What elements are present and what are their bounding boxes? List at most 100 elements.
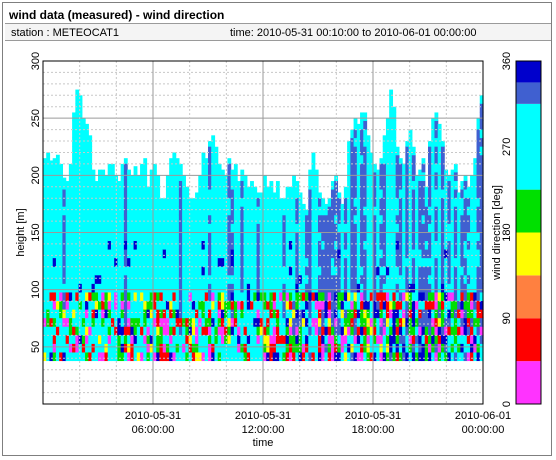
data-cell xyxy=(411,343,416,353)
data-cell xyxy=(305,240,309,250)
data-cell xyxy=(110,180,115,190)
data-cell xyxy=(46,291,51,302)
data-cell xyxy=(133,240,138,250)
data-cell xyxy=(78,129,83,139)
data-cell xyxy=(408,129,413,139)
data-cell xyxy=(55,343,60,353)
data-cell xyxy=(285,197,290,207)
data-cell xyxy=(153,309,157,319)
data-cell xyxy=(146,283,151,293)
data-cell xyxy=(437,283,442,293)
data-cell xyxy=(269,334,274,344)
data-cell xyxy=(191,223,196,233)
data-cell xyxy=(217,206,222,216)
data-cell xyxy=(373,231,377,242)
data-cell xyxy=(385,223,390,233)
data-cell xyxy=(140,231,144,242)
data-cell xyxy=(185,240,190,250)
data-cell xyxy=(43,343,47,353)
data-cell xyxy=(98,197,102,207)
data-cell xyxy=(146,197,151,207)
data-cell xyxy=(120,291,125,302)
data-cell xyxy=(314,171,319,181)
data-cell xyxy=(453,317,458,327)
data-cell xyxy=(68,214,73,224)
data-cell xyxy=(185,249,190,259)
data-cell xyxy=(211,189,216,199)
data-cell xyxy=(175,171,180,181)
data-cell xyxy=(392,214,397,224)
data-cell xyxy=(49,309,54,319)
data-cell xyxy=(101,343,106,353)
data-cell xyxy=(88,257,93,267)
data-cell xyxy=(385,146,390,156)
data-cell xyxy=(240,283,245,293)
data-cell xyxy=(353,317,358,327)
data-cell xyxy=(162,240,167,250)
data-cell xyxy=(146,351,151,362)
data-cell xyxy=(379,197,384,207)
data-cell xyxy=(149,317,154,327)
data-cell xyxy=(62,334,67,344)
data-cell xyxy=(246,206,251,216)
data-cell xyxy=(98,300,102,310)
data-cell xyxy=(437,223,442,233)
data-cell xyxy=(288,317,293,327)
data-cell xyxy=(127,334,131,344)
data-cell xyxy=(140,283,144,293)
data-cell xyxy=(311,274,316,284)
data-cell xyxy=(104,214,109,224)
data-cell xyxy=(269,214,274,224)
data-cell xyxy=(479,163,484,173)
data-cell xyxy=(398,206,403,216)
data-cell xyxy=(175,223,180,233)
data-cell xyxy=(59,317,64,327)
data-cell xyxy=(421,206,426,216)
data-cell xyxy=(217,197,222,207)
data-cell xyxy=(182,334,186,344)
data-cell xyxy=(292,309,296,319)
data-cell xyxy=(253,291,258,302)
data-cell xyxy=(330,223,335,233)
data-cell xyxy=(110,351,115,362)
data-cell xyxy=(208,197,212,207)
data-cell xyxy=(295,309,300,319)
data-cell xyxy=(479,197,484,207)
data-cell xyxy=(418,326,423,336)
data-cell xyxy=(318,197,322,207)
data-cell xyxy=(408,154,413,164)
data-cell xyxy=(473,240,478,250)
data-cell xyxy=(314,206,319,216)
data-cell xyxy=(188,351,193,362)
data-cell xyxy=(101,291,106,302)
data-cell xyxy=(220,283,225,293)
data-cell xyxy=(162,274,167,284)
data-cell xyxy=(311,171,316,181)
data-cell xyxy=(175,163,180,173)
colorbar-swatch xyxy=(516,275,541,319)
data-cell xyxy=(318,274,322,284)
data-cell xyxy=(123,197,128,207)
data-cell xyxy=(130,214,135,224)
data-cell xyxy=(230,291,235,302)
data-cell xyxy=(214,274,219,284)
data-cell xyxy=(398,223,403,233)
data-cell xyxy=(101,180,106,190)
data-cell xyxy=(214,257,219,267)
data-cell xyxy=(460,240,465,250)
data-cell xyxy=(424,206,429,216)
data-cell xyxy=(389,171,394,181)
data-cell xyxy=(127,180,131,190)
data-cell xyxy=(198,175,203,181)
data-cell xyxy=(85,163,89,173)
data-cell xyxy=(133,231,138,242)
data-cell xyxy=(450,223,455,233)
data-cell xyxy=(470,274,474,284)
data-cell xyxy=(453,283,458,293)
data-cell xyxy=(94,326,99,336)
data-cell xyxy=(240,171,245,181)
data-cell xyxy=(366,214,371,224)
data-cell xyxy=(288,266,293,276)
data-cell xyxy=(275,283,280,293)
data-cell xyxy=(437,154,442,164)
